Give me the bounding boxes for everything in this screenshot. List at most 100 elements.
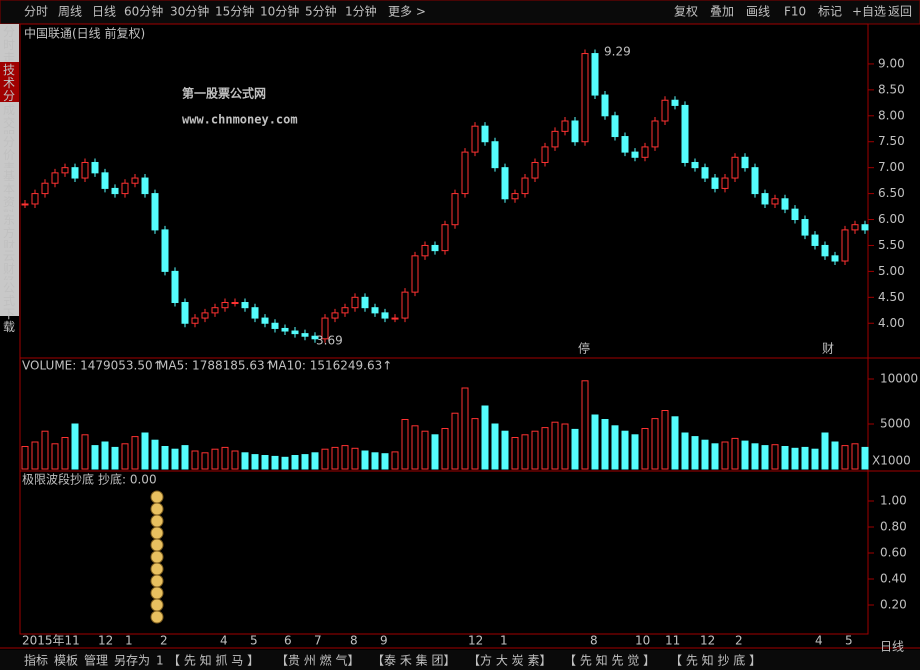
volume-bar [221,446,229,470]
y-tick-label: 10000 [880,372,918,386]
volume-bar [281,456,289,470]
side-tab[interactable]: 公式下载 [3,281,15,334]
toolbar-tab[interactable]: 30分钟 [170,4,209,19]
date-label: 12 [98,634,113,648]
y-tick-label: 0.20 [880,598,907,612]
candle [801,219,809,236]
volume-bar [161,446,169,470]
formula-tab[interactable]: 【 先 知 先 觉 】 [564,654,655,668]
toolbar-tab[interactable]: 更多 > [388,5,426,19]
volume-bar [831,441,839,470]
candle [191,317,199,324]
candle [271,322,279,329]
formula-tab[interactable]: 【贵 州 燃 气】 [276,653,359,668]
side-tab-bg[interactable] [0,102,19,134]
side-tab-bg[interactable] [0,62,19,102]
volume-bar [381,453,389,470]
candle [31,193,39,205]
side-tab-bg[interactable] [0,248,19,280]
volume-bar [501,430,509,470]
volume-bar [331,446,339,470]
toolbar-tab[interactable]: 1分钟 [345,4,377,19]
toolbar-button[interactable]: 复权 [674,5,698,19]
candle [551,130,559,148]
volume-bar [181,445,189,470]
candle [651,120,659,148]
volume-bar [51,443,59,470]
date-label: 8 [590,634,598,648]
side-tab-bg[interactable] [0,134,19,168]
formula-tab[interactable]: 【 先 知 抓 马 】 [168,654,259,668]
date-label: 7 [314,634,322,648]
candle [571,120,579,143]
candle [61,167,69,174]
toolbar-tab[interactable]: 分时 [24,5,48,19]
toolbar-button[interactable]: F10 [784,5,806,19]
candle [721,177,729,189]
period-label: 日线 [880,640,904,654]
volume-bar [561,423,569,470]
candle [311,335,319,340]
candle [71,167,79,179]
candle [561,120,569,132]
volume-bar [571,428,579,470]
side-tab-bg[interactable] [0,212,19,248]
candle [591,53,599,96]
candle [531,161,539,179]
volume-bar [81,434,89,470]
candle [411,255,419,293]
candle [291,330,299,335]
volume-bar [271,455,279,470]
bottom-button[interactable]: 指标 [24,653,48,668]
candle [641,146,649,158]
date-label: 12 [468,634,483,648]
formula-tab[interactable]: 【方 大 炭 素】 [468,653,551,668]
volume-bar [611,425,619,470]
y-tick-label: 0.80 [880,520,907,534]
side-tab-bg[interactable] [0,168,19,212]
volume-bar [811,448,819,470]
toolbar-tab[interactable]: 日线 [92,5,116,19]
y-tick-label: 5.50 [878,238,905,252]
date-label: 1 [125,634,133,648]
bottom-button[interactable]: 管理 [84,653,108,668]
formula-tab[interactable]: 【 先 知 抄 底 】 [670,653,761,668]
candle [831,255,839,262]
toolbar-button[interactable]: +自选 [852,5,886,19]
toolbar-button[interactable]: 叠加 [710,5,734,19]
side-tab-bg[interactable] [0,24,19,62]
bottom-button[interactable]: 模板 [54,654,78,668]
coin-icon [150,550,164,564]
y-tick-label: 4.50 [878,290,905,304]
candle [401,291,409,319]
date-label: 4 [220,634,228,648]
formula-tab[interactable]: 【泰 禾 集 团】 [372,653,455,668]
candle [751,167,759,195]
toolbar-tab[interactable]: 5分钟 [305,4,337,19]
toolbar-button[interactable]: 返回 [888,5,912,19]
candle [841,229,849,262]
side-tab-bg[interactable] [0,280,19,316]
volume-bar [481,405,489,470]
date-label: 11 [665,634,680,648]
toolbar-tab[interactable]: 60分钟 [124,4,163,19]
annotation: 9.29 [604,45,631,59]
toolbar-button[interactable]: 标记 [818,5,842,19]
toolbar-button[interactable]: 画线 [746,5,770,19]
volume-bar [21,446,29,470]
candle [281,327,289,332]
candle [601,94,609,117]
toolbar-tab[interactable]: 10分钟 [260,4,299,19]
bottom-button[interactable]: 1 [156,654,164,668]
volume-bar [261,455,269,470]
y-tick-label: 7.50 [878,134,905,148]
toolbar-tab[interactable]: 周线 [58,5,82,19]
toolbar-tab[interactable]: 15分钟 [215,4,254,19]
bottom-button[interactable]: 另存为 [114,654,150,668]
chart-title: 中国联通(日线 前复权) [24,26,145,41]
event-mark: 停 [578,341,590,356]
indicator-name: 极限波段抄底 [22,472,94,487]
candle [761,193,769,205]
candle [451,193,459,226]
